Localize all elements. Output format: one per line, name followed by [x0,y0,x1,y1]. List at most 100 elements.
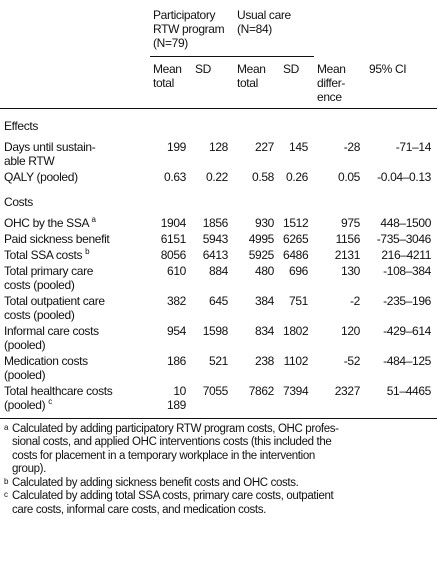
group-header-row: Participatory RTW program (N=79) Usual ca… [0,0,437,57]
row-label-cell: Total SSA costs b [0,247,150,263]
cell: 216–4211 [381,247,432,262]
data-row: Total primary care costs (pooled) 610 884 4… [0,263,437,293]
cell: 930 [255,215,274,230]
data-row: Paid sickness benefit 6151 5943 4995 6265 115… [0,231,437,247]
cell: -235–196 [383,293,432,308]
cell: 1598 [202,323,229,338]
column-header: SD [192,56,234,109]
cell: -429–614 [383,323,432,338]
row-label-cell: Total primary care costs (pooled) [0,263,150,293]
row-label: Total SSA costs [4,247,83,262]
group-header: Usual care (N=84) [234,0,315,57]
cell: 7862 [234,382,280,419]
column-header: Mean total [150,56,192,109]
cell: 128 [209,139,228,154]
column-header: Mean differ- ence [314,56,367,109]
section-row: Costs [0,185,437,210]
footnote: c Calculated by adding total SSA costs, p… [4,490,433,517]
sub-header-row: Mean total SD Mean total SD Mean differ- enc… [0,56,437,109]
column-header: SD [280,56,315,109]
group-header: Participatory RTW program (N=79) [150,0,234,57]
data-row: Days until sustain- able RTW 199 128 227 145… [0,134,437,169]
cell: 1156 [335,231,361,246]
cell: 384 [255,293,274,308]
footnote-ref: b [85,246,90,256]
data-row: Total healthcare costs (pooled) c 10 189 7… [0,382,437,419]
cell: -484–125 [383,353,432,368]
row-label-cell: Total outpatient care costs (pooled) [0,293,150,323]
cell: 8056 [160,247,187,262]
row-label: Total primary care costs (pooled) [4,263,94,292]
cell: 6413 [202,247,229,262]
table-head: Participatory RTW program (N=79) Usual ca… [0,0,437,109]
header-blank [0,56,150,109]
footnote: b Calculated by adding sickness benefit c… [4,477,433,491]
cell: 1856 [202,215,229,230]
cell: 0.63 [164,169,186,184]
header-blank [314,0,437,57]
cell: 5925 [248,247,275,262]
footnote-ref: a [91,214,96,224]
row-label: QALY (pooled) [4,169,78,184]
cell: 382 [167,293,186,308]
column-header: 95% CI [366,56,437,109]
cost-table: Participatory RTW program (N=79) Usual ca… [0,0,437,419]
row-label-cell: Paid sickness benefit [0,231,150,247]
row-label: Informal care costs (pooled) [4,323,99,352]
footnote-mark: a [4,422,9,432]
cell: 1102 [283,353,309,368]
row-label-cell: Days until sustain- able RTW [0,134,150,169]
cell: 0.22 [206,169,228,184]
row-label: Total outpatient care costs (pooled) [4,293,105,322]
row-label: Days until sustain- able RTW [4,139,96,168]
row-label: Total healthcare costs (pooled) [4,383,113,412]
data-row: Medication costs (pooled) 186 521 238 1102 -5… [0,353,437,383]
cell: 0.05 [338,169,361,184]
cell: 834 [255,323,274,338]
cell: 0.26 [286,169,309,184]
cell: -735–3046 [376,231,432,246]
row-label-cell: Total healthcare costs (pooled) c [0,382,150,419]
data-row: QALY (pooled) 0.63 0.22 0.58 0.26 0.05 -0.04–0… [0,169,437,185]
cell: 0.58 [252,169,274,184]
column-header: Mean total [234,56,280,109]
row-label-cell: QALY (pooled) [0,169,150,185]
row-label: Paid sickness benefit [4,231,110,246]
cell: 4995 [248,231,275,246]
cell: 227 [255,139,274,154]
cell: 5943 [202,231,229,246]
data-row: Total outpatient care costs (pooled) 382 6… [0,293,437,323]
cell: -108–384 [383,263,432,278]
cell: 10 189 [150,382,192,419]
cell: 145 [289,139,309,154]
cell: 6265 [283,231,309,246]
footnote-text: Calculated by adding total SSA costs, pr… [12,490,334,516]
row-label-cell: Informal care costs (pooled) [0,323,150,353]
section-row: Effects [0,108,437,134]
section-title: Effects [4,118,39,133]
cell: 51–4465 [366,382,437,419]
cell: 696 [289,263,309,278]
header-blank [0,0,150,57]
table-body: Effects Days until sustain- able RTW 199 12… [0,108,437,419]
cell: 448–1500 [380,215,432,230]
data-row: Informal care costs (pooled) 954 1598 834 18… [0,323,437,353]
row-label: Medication costs (pooled) [4,353,88,382]
section-title: Costs [4,194,33,209]
footnote-text: Calculated by adding participatory RTW p… [12,422,339,476]
cell: 1904 [160,215,187,230]
cell: 1512 [283,215,309,230]
cell: 6151 [160,231,187,246]
cell: 1802 [283,323,309,338]
cell: 884 [209,263,228,278]
footnote: a Calculated by adding participatory RTW … [4,423,433,477]
cell: 238 [255,353,274,368]
cell: 199 [167,139,186,154]
cell: 130 [341,263,361,278]
data-row: Total SSA costs b 8056 6413 5925 6486 2131 216… [0,247,437,263]
cell: 521 [209,353,228,368]
cell: -71–14 [395,139,432,154]
cell: 6486 [283,247,309,262]
cell: 751 [289,293,309,308]
